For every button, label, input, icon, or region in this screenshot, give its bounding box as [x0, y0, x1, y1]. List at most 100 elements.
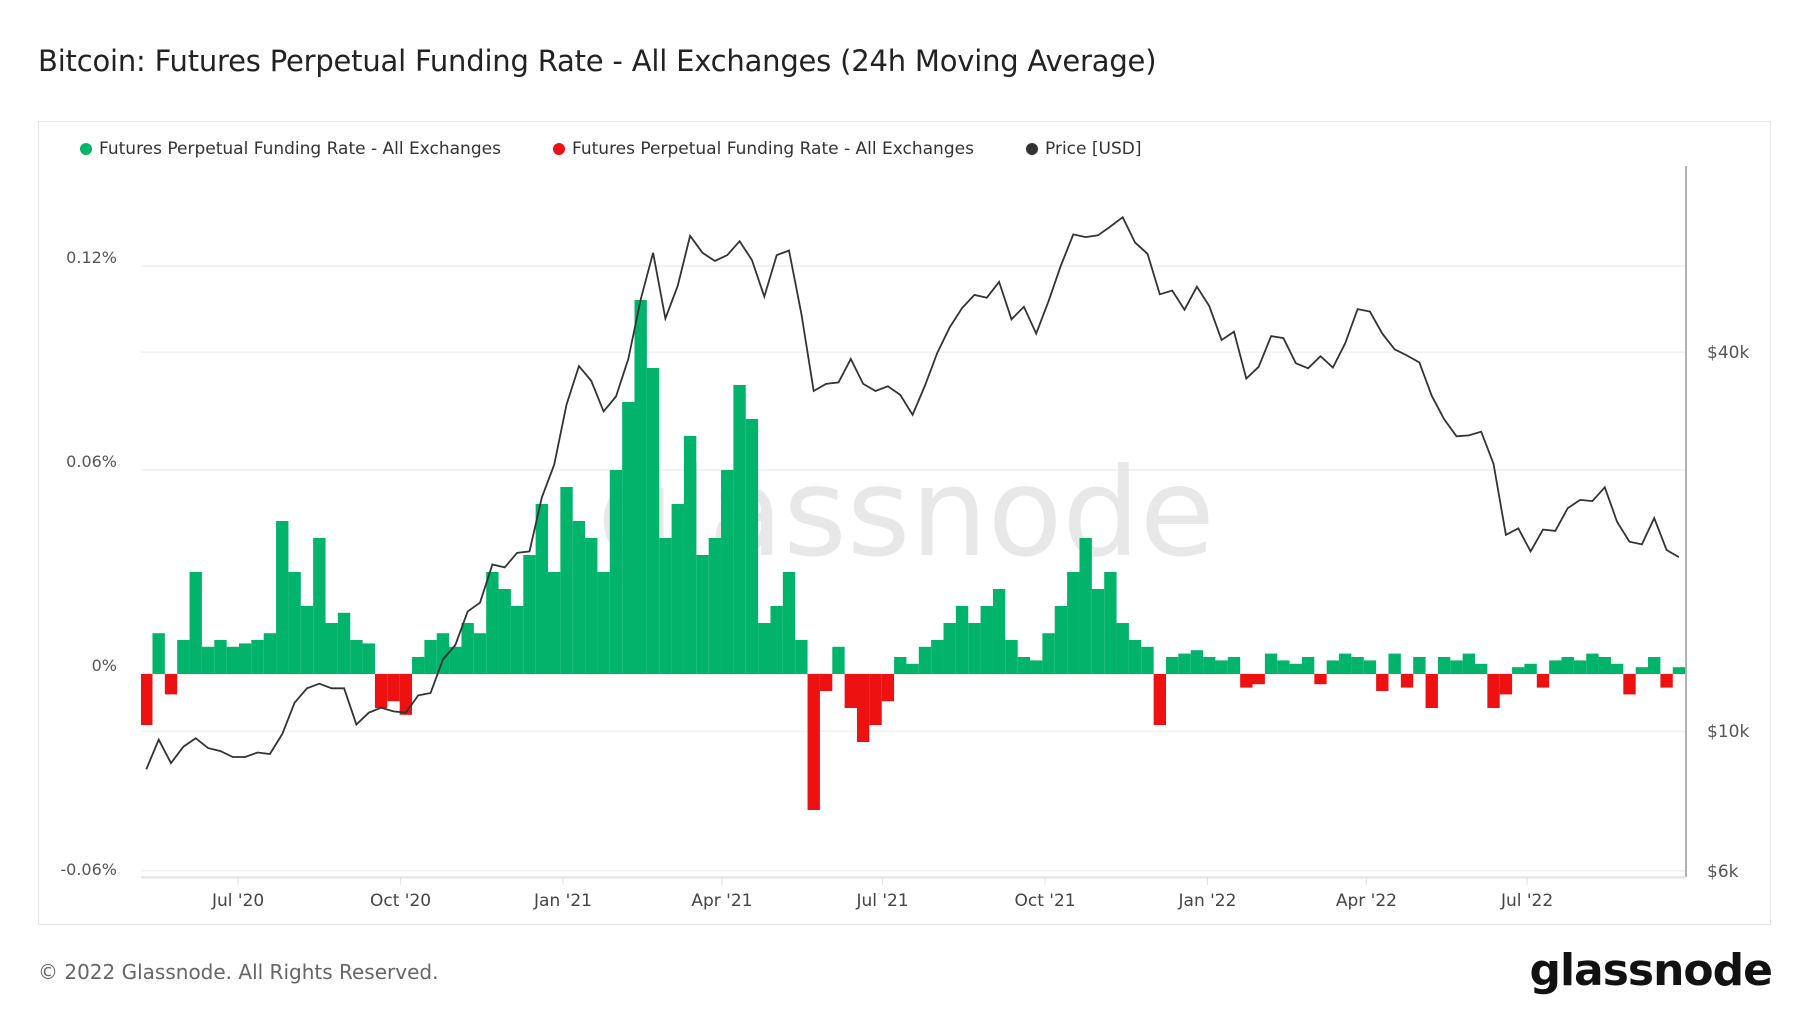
- funding-bar-positive: [745, 419, 759, 674]
- funding-bar-positive: [337, 612, 351, 674]
- funding-bar-positive: [1203, 657, 1216, 674]
- funding-bar-positive: [894, 657, 907, 674]
- funding-bar-positive: [1190, 650, 1204, 674]
- funding-bar-positive: [918, 646, 932, 674]
- funding-bar-positive: [313, 538, 326, 674]
- funding-bar-positive: [683, 436, 697, 674]
- funding-bar-negative: [1487, 674, 1500, 708]
- funding-bar-positive: [1017, 657, 1031, 674]
- funding-bar-negative: [856, 674, 870, 742]
- funding-bar-positive: [1005, 640, 1018, 674]
- funding-bar-positive: [1104, 572, 1117, 674]
- funding-bar-negative: [1400, 674, 1414, 688]
- funding-bar-positive: [659, 538, 672, 674]
- funding-bar-positive: [214, 640, 227, 674]
- funding-bar-positive: [1079, 538, 1092, 674]
- funding-bar-negative: [1499, 674, 1513, 695]
- funding-bar-positive: [1635, 667, 1649, 674]
- x-axis-tick-label: Jan '22: [1178, 891, 1237, 911]
- funding-bar-negative: [1660, 674, 1673, 688]
- funding-bar-positive: [560, 487, 573, 674]
- funding-bar-positive: [1128, 640, 1142, 674]
- funding-bar-positive: [721, 470, 734, 674]
- glassnode-logo[interactable]: glassnode: [1529, 945, 1773, 996]
- funding-bar-positive: [1450, 660, 1463, 674]
- funding-bar-positive: [152, 633, 165, 674]
- funding-bar-positive: [931, 640, 944, 674]
- right-axis-tick-label: $40k: [1707, 343, 1749, 363]
- legend-item-funding-negative[interactable]: Futures Perpetual Funding Rate - All Exc…: [553, 139, 974, 159]
- funding-bar-positive: [1339, 653, 1352, 674]
- funding-bar-positive: [288, 572, 301, 674]
- funding-bar-positive: [696, 555, 709, 674]
- funding-bar-positive: [226, 646, 239, 674]
- funding-bar-negative: [844, 674, 857, 708]
- funding-bar-positive: [585, 538, 598, 674]
- funding-bar-negative: [807, 674, 820, 810]
- funding-bar-positive: [1610, 663, 1624, 674]
- funding-bar-positive: [263, 633, 277, 674]
- funding-bar-negative: [1536, 674, 1550, 688]
- funding-bar-positive: [992, 589, 1006, 674]
- funding-bar-negative: [1376, 674, 1389, 691]
- funding-bar-positive: [1326, 660, 1340, 674]
- price-line: [145, 215, 1680, 770]
- funding-bar-positive: [325, 623, 338, 674]
- funding-bar-positive: [572, 521, 586, 674]
- chart-title: Bitcoin: Futures Perpetual Funding Rate …: [38, 44, 1157, 78]
- left-axis-tick-label: 0.12%: [66, 248, 117, 267]
- funding-bar-positive: [1586, 653, 1599, 674]
- funding-bar-positive: [671, 504, 684, 674]
- funding-bar-positive: [1549, 660, 1562, 674]
- funding-bar-positive: [646, 368, 660, 674]
- funding-bar-positive: [1116, 623, 1129, 674]
- funding-bar-positive: [486, 572, 499, 674]
- funding-bar-positive: [300, 606, 314, 674]
- x-axis-tick-label: Jul '21: [855, 891, 908, 911]
- legend-item-price[interactable]: Price [USD]: [1026, 139, 1141, 159]
- funding-bar-positive: [1462, 653, 1475, 674]
- funding-bar-positive: [1648, 657, 1661, 674]
- funding-bar-negative: [881, 674, 895, 702]
- red-dot-icon: [553, 143, 565, 155]
- funding-bar-positive: [1363, 660, 1377, 674]
- legend-label: Futures Perpetual Funding Rate - All Exc…: [99, 139, 501, 159]
- x-axis-tick-label: Apr '21: [691, 891, 752, 911]
- right-axis-tick-label: $10k: [1707, 722, 1749, 742]
- funding-bar-positive: [177, 640, 190, 674]
- funding-bar-positive: [1042, 633, 1055, 674]
- funding-bar-positive: [412, 657, 425, 674]
- funding-bar-positive: [251, 640, 264, 674]
- funding-bar-positive: [535, 504, 548, 674]
- legend-label: Futures Perpetual Funding Rate - All Exc…: [572, 139, 974, 159]
- funding-bar-positive: [1512, 667, 1525, 674]
- funding-bar-positive: [733, 385, 746, 674]
- funding-bar-positive: [943, 623, 956, 674]
- legend-item-funding-positive[interactable]: Futures Perpetual Funding Rate - All Exc…: [80, 139, 501, 159]
- funding-bar-negative: [387, 674, 400, 702]
- funding-bar-positive: [1524, 663, 1537, 674]
- funding-bar-positive: [201, 646, 215, 674]
- funding-bar-positive: [1178, 653, 1191, 674]
- funding-bar-positive: [968, 623, 981, 674]
- funding-bar-positive: [906, 663, 919, 674]
- funding-bar-negative: [869, 674, 882, 725]
- x-axis-tick-label: Oct '20: [370, 891, 431, 911]
- left-axis-tick-label: 0.06%: [66, 452, 117, 471]
- funding-bar-positive: [547, 572, 561, 674]
- funding-bar-negative: [374, 674, 388, 708]
- funding-bar-positive: [1573, 660, 1587, 674]
- x-axis-tick-label: Jul '22: [1500, 891, 1553, 911]
- funding-bar-positive: [770, 606, 783, 674]
- funding-bar-positive: [1067, 572, 1080, 674]
- funding-bar-positive: [1277, 660, 1290, 674]
- funding-bar-positive: [1301, 657, 1315, 674]
- funding-bar-positive: [1561, 657, 1574, 674]
- funding-bar-negative: [1425, 674, 1438, 708]
- green-dot-icon: [80, 143, 92, 155]
- funding-bar-negative: [1240, 674, 1253, 688]
- funding-bar-negative: [141, 674, 153, 725]
- funding-bar-positive: [980, 606, 993, 674]
- funding-bar-positive: [622, 402, 635, 674]
- funding-bar-positive: [1598, 657, 1611, 674]
